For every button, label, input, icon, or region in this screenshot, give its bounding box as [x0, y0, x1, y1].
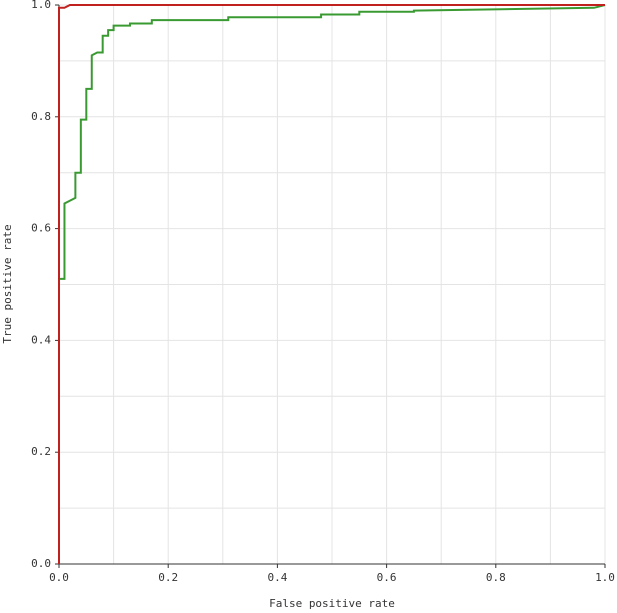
y-tick-label: 0.2: [31, 445, 51, 458]
y-tick-label: 1.0: [31, 0, 51, 11]
x-tick-label: 1.0: [595, 571, 615, 584]
x-tick-label: 0.0: [49, 571, 69, 584]
y-tick-label: 0.0: [31, 557, 51, 570]
x-tick-label: 0.6: [377, 571, 397, 584]
y-tick-label: 0.6: [31, 222, 51, 235]
roc-curve: [58, 4, 606, 564]
x-tick-label: 0.4: [267, 571, 287, 584]
y-tick-label: 0.8: [31, 110, 51, 123]
x-axis-label: False positive rate: [269, 597, 395, 610]
y-axis-label: True positive rate: [1, 224, 14, 343]
x-tick-label: 0.8: [486, 571, 506, 584]
x-tick-label: 0.2: [158, 571, 178, 584]
roc-curve: [58, 4, 605, 564]
y-tick-label: 0.4: [31, 333, 51, 346]
